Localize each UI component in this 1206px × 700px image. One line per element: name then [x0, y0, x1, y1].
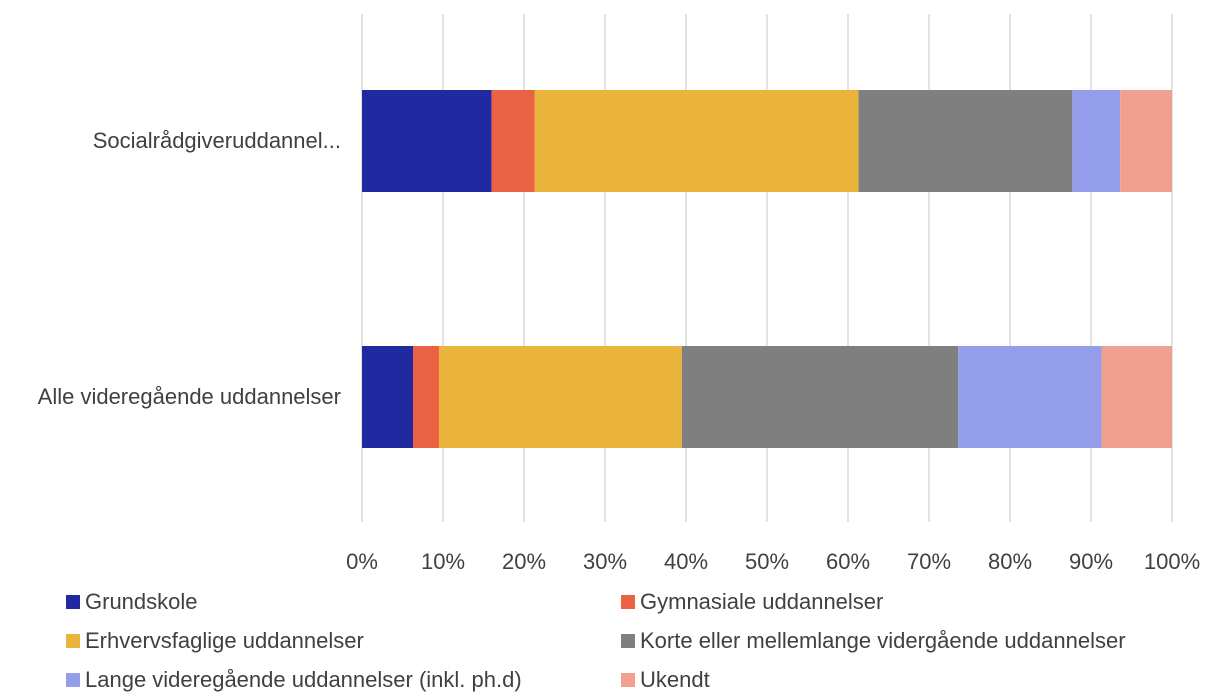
x-tick-label: 100% — [1144, 549, 1200, 574]
x-tick-label: 60% — [826, 549, 870, 574]
bar-segment — [362, 90, 492, 192]
category-label: Alle videregående uddannelser — [38, 384, 341, 409]
x-tick-labels: 0% 10% 20% 30% 40% 50% 60% 70% 80% 90% 100% — [346, 549, 1200, 574]
x-tick-label: 0% — [346, 549, 378, 574]
x-tick-label: 90% — [1069, 549, 1113, 574]
x-tick-label: 40% — [664, 549, 708, 574]
bar-segment — [534, 90, 859, 192]
bar-segment — [362, 346, 414, 448]
x-tick-label: 70% — [907, 549, 951, 574]
x-tick-label: 30% — [583, 549, 627, 574]
bar-segment — [958, 346, 1102, 448]
category-label: Socialrådgiveruddannel... — [93, 128, 341, 153]
bars — [362, 90, 1172, 448]
bar-segment — [438, 346, 682, 448]
x-tick-label: 10% — [421, 549, 465, 574]
bar-segment — [491, 90, 535, 192]
category-labels: Socialrådgiveruddannel... Alle videregåen… — [38, 128, 341, 409]
bar-segment — [1101, 346, 1172, 448]
bar-segment — [413, 346, 439, 448]
x-tick-label: 80% — [988, 549, 1032, 574]
bar-segment — [681, 346, 959, 448]
bar-segment — [1072, 90, 1121, 192]
bar-segment — [858, 90, 1073, 192]
bar-segment — [1120, 90, 1172, 192]
x-tick-label: 20% — [502, 549, 546, 574]
x-tick-label: 50% — [745, 549, 789, 574]
